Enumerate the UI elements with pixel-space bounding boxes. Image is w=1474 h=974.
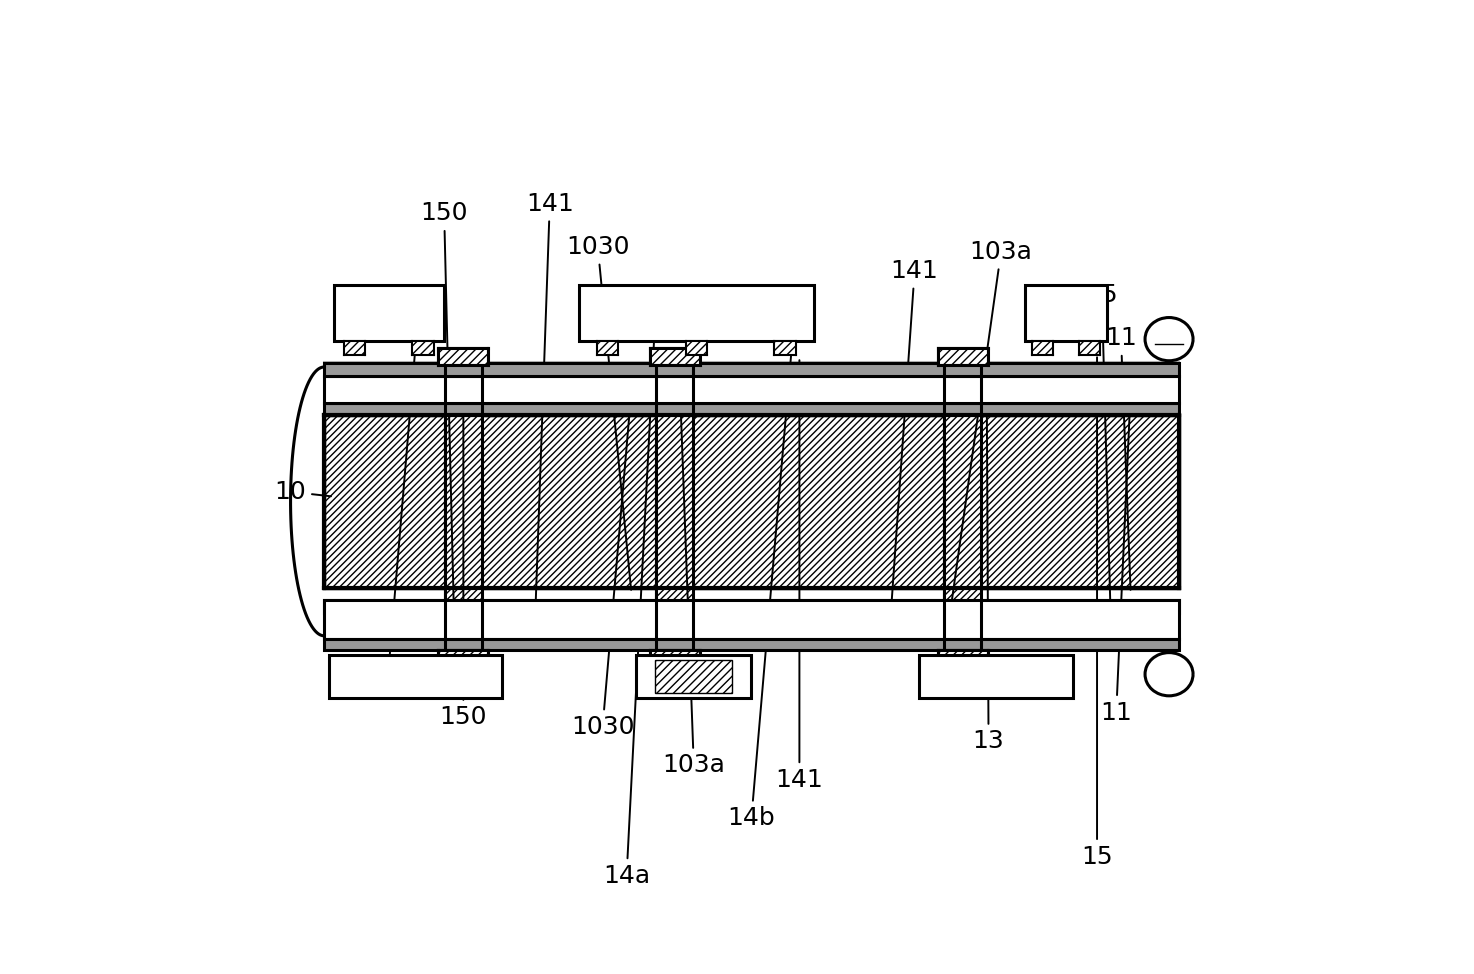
Bar [1024, 285, 1107, 341]
Bar [937, 651, 988, 667]
Bar [438, 651, 488, 667]
Bar [1032, 341, 1052, 355]
Text: 150: 150 [439, 365, 486, 730]
Bar [324, 600, 1179, 613]
Bar [685, 341, 706, 355]
Bar [920, 656, 1073, 698]
Bar [345, 341, 366, 355]
Text: 14b: 14b [728, 317, 794, 830]
Bar [324, 363, 1179, 376]
Text: 141: 141 [890, 259, 939, 614]
Bar [945, 363, 980, 651]
Text: 13: 13 [973, 370, 1004, 754]
Bar [656, 363, 693, 651]
Bar [445, 363, 482, 651]
Bar [579, 285, 814, 341]
Bar [329, 656, 501, 698]
Text: 10: 10 [274, 480, 332, 504]
Bar [324, 639, 1179, 651]
Text: 141: 141 [775, 360, 824, 792]
Bar [650, 348, 700, 365]
Text: 15: 15 [1082, 357, 1113, 869]
Text: 141: 141 [526, 192, 573, 609]
Bar [324, 402, 1179, 415]
Text: 1030: 1030 [566, 235, 631, 590]
Bar [937, 348, 988, 365]
Bar [1079, 341, 1100, 355]
Text: 14a: 14a [603, 317, 656, 888]
Text: 103a: 103a [662, 375, 725, 777]
Text: 150: 150 [420, 202, 467, 604]
Bar [650, 651, 700, 667]
Bar [656, 363, 693, 651]
Bar [413, 341, 433, 355]
Bar [324, 600, 1179, 639]
Bar [637, 656, 752, 698]
Bar [438, 348, 488, 365]
Bar [324, 376, 1179, 402]
Text: 11: 11 [1106, 326, 1136, 590]
Text: 15: 15 [1086, 283, 1117, 643]
Bar [333, 285, 444, 341]
Bar [656, 659, 733, 693]
Bar [945, 363, 980, 651]
Bar [324, 415, 1179, 588]
Text: 102a: 102a [355, 351, 419, 705]
Bar [774, 341, 796, 355]
Text: 11: 11 [1101, 393, 1132, 725]
Bar [445, 363, 482, 651]
Text: 1030: 1030 [570, 393, 634, 739]
Text: 103a: 103a [949, 240, 1032, 623]
Bar [597, 341, 618, 355]
